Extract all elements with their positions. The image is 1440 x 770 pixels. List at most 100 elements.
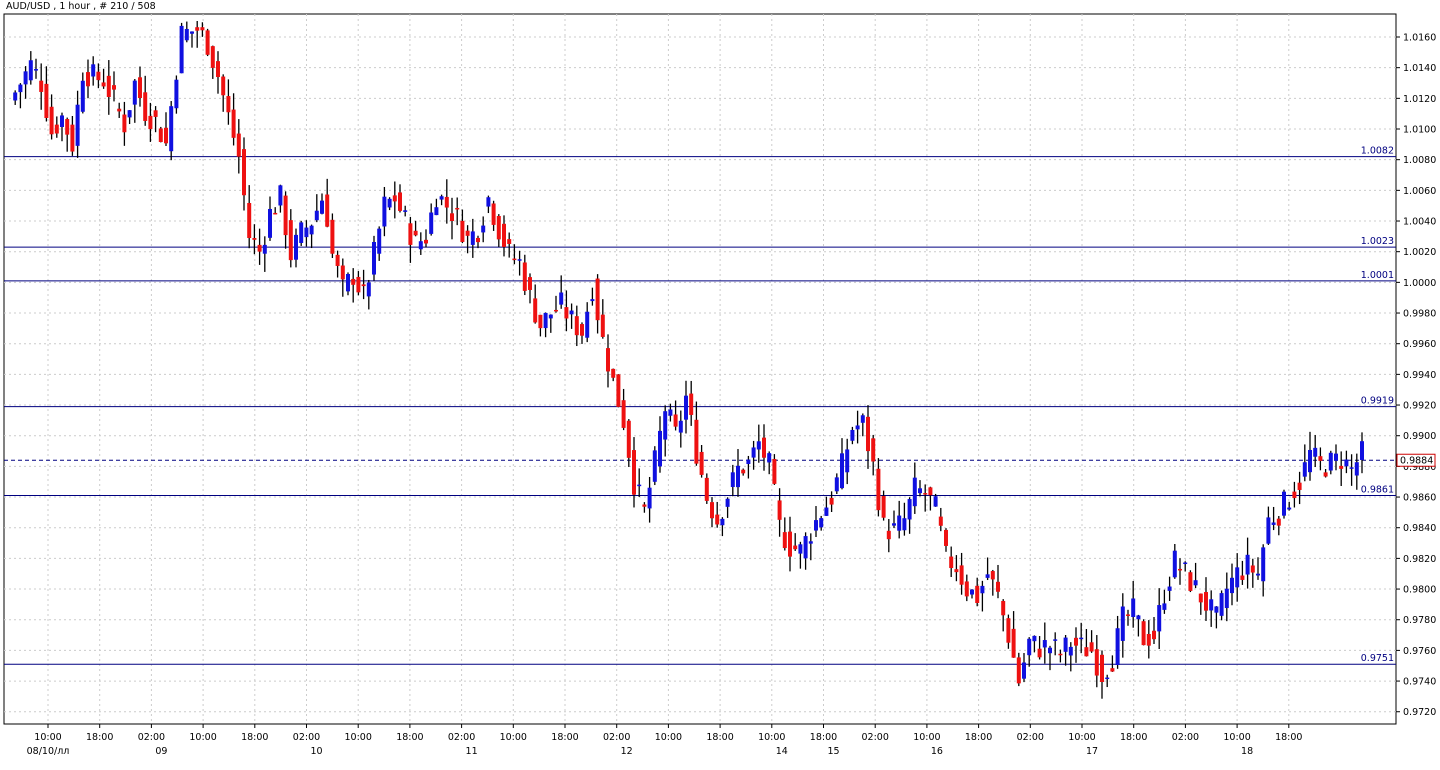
bearish-candle xyxy=(554,309,558,312)
bearish-candle xyxy=(564,307,569,319)
bullish-candle xyxy=(1266,517,1271,544)
bearish-candle xyxy=(1141,621,1146,646)
bearish-candle xyxy=(39,80,44,92)
bearish-candle xyxy=(1318,456,1323,461)
time-tick-label: 02:00 xyxy=(448,732,475,743)
bearish-candle xyxy=(476,237,480,243)
bearish-candle xyxy=(325,194,330,227)
bullish-candle xyxy=(1157,605,1162,632)
price-tick-label: 0.9940 xyxy=(1403,370,1436,381)
bullish-candle xyxy=(897,515,902,531)
time-tick-label: 10:00 xyxy=(1068,732,1095,743)
bearish-candle xyxy=(538,314,543,329)
bearish-candle xyxy=(283,195,288,236)
bearish-candle xyxy=(600,314,605,337)
bullish-candle xyxy=(470,231,475,245)
time-tick-label: 10:00 xyxy=(758,732,785,743)
bearish-candle xyxy=(153,110,158,117)
bearish-candle xyxy=(112,85,116,90)
bearish-candle xyxy=(70,124,75,152)
bearish-candle xyxy=(236,133,241,157)
time-tick-label: 02:00 xyxy=(1017,732,1044,743)
bullish-candle xyxy=(1053,639,1058,641)
bearish-candle xyxy=(954,569,959,573)
bearish-candle xyxy=(231,109,236,138)
bearish-candle xyxy=(257,244,262,252)
bullish-candle xyxy=(725,498,730,507)
bearish-candle xyxy=(642,504,647,507)
bearish-candle xyxy=(741,469,746,474)
price-axis: 1.0160 1.0140 1.0120 1.0100 1.0080 1.0060 1.00… xyxy=(1396,33,1436,718)
bullish-candle xyxy=(1162,603,1167,610)
bearish-candle xyxy=(673,414,678,427)
price-tick-label: 0.9800 xyxy=(1403,585,1436,596)
bearish-candle xyxy=(621,400,626,428)
price-tick-label: 0.9840 xyxy=(1403,523,1436,534)
bearish-candle xyxy=(273,212,278,215)
bearish-candle xyxy=(164,127,168,144)
bullish-candle xyxy=(678,420,683,433)
bearish-candle xyxy=(1323,472,1328,477)
time-axis: 10:00 18:00 02:00 10:00 18:00 02:00 10:00 18:00… xyxy=(27,724,1302,757)
price-tick-label: 0.9780 xyxy=(1403,615,1436,626)
bearish-candle xyxy=(606,348,610,372)
time-tick-label: 02:00 xyxy=(293,732,320,743)
bullish-candle xyxy=(190,31,194,34)
bullish-candle xyxy=(1360,441,1364,460)
bearish-candle xyxy=(689,393,694,415)
bullish-candle xyxy=(1120,606,1125,641)
bullish-candle xyxy=(1063,637,1068,652)
bearish-candle xyxy=(450,213,454,222)
bearish-candle xyxy=(990,571,995,580)
bullish-candle xyxy=(132,80,137,105)
bearish-candle xyxy=(205,30,210,55)
time-tick-label: 10:00 xyxy=(189,732,216,743)
bullish-candle xyxy=(720,518,725,526)
time-tick-label: 10:00 xyxy=(655,732,682,743)
bullish-candle xyxy=(1042,640,1047,648)
bearish-candle xyxy=(1094,649,1099,676)
bullish-candle xyxy=(1032,635,1037,642)
bullish-candle xyxy=(907,499,912,520)
bullish-candle xyxy=(668,409,673,416)
bearish-candle xyxy=(361,284,366,287)
bullish-candle xyxy=(1224,588,1229,609)
bearish-candle xyxy=(96,71,101,81)
bearish-candle xyxy=(398,192,402,211)
bullish-candle xyxy=(1048,647,1052,654)
time-tick-label: 10:00 xyxy=(1223,732,1250,743)
current-price-label: 0.9884 xyxy=(1400,456,1433,467)
bullish-candle xyxy=(684,395,688,420)
bearish-candle xyxy=(694,419,699,464)
bullish-candle xyxy=(1068,646,1073,656)
bearish-candle xyxy=(496,215,501,240)
time-tick-label: 10:00 xyxy=(500,732,527,743)
bullish-candle xyxy=(652,450,657,482)
bullish-candle xyxy=(174,79,179,109)
time-tick-label: 18:00 xyxy=(706,732,733,743)
bearish-candle xyxy=(632,450,636,495)
bearish-candle xyxy=(1276,518,1281,526)
bearish-candle xyxy=(221,76,226,96)
bullish-candle xyxy=(429,212,434,234)
bullish-candle xyxy=(1219,593,1224,616)
bullish-candle xyxy=(1079,637,1084,640)
bearish-candle xyxy=(772,458,777,484)
bearish-candle xyxy=(1188,572,1193,591)
bearish-candle xyxy=(782,532,787,549)
bearish-candle xyxy=(242,149,246,196)
bearish-candle xyxy=(424,239,428,244)
grid-lines xyxy=(4,14,1396,724)
bullish-candle xyxy=(1354,462,1359,476)
bullish-candle xyxy=(75,104,80,146)
bearish-candle xyxy=(460,220,465,242)
bearish-candle xyxy=(444,196,449,208)
bearish-candle xyxy=(788,531,792,557)
bullish-candle xyxy=(548,314,553,319)
bullish-candle xyxy=(1230,577,1234,594)
bullish-candle xyxy=(1245,554,1250,575)
time-tick-label: 10:00 xyxy=(913,732,940,743)
bearish-candle xyxy=(1058,653,1063,656)
